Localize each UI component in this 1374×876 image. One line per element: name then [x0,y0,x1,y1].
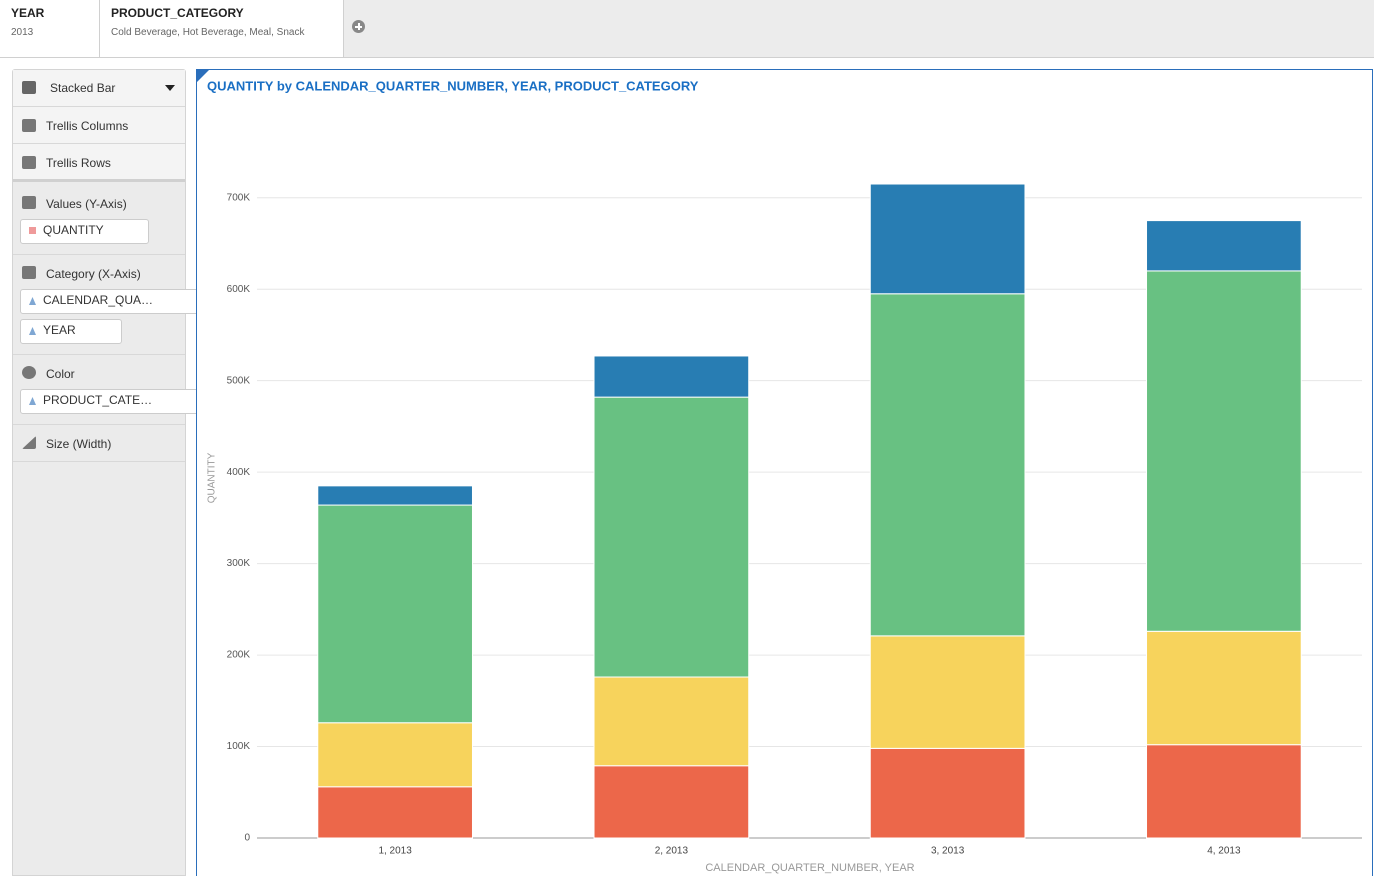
filter-name: YEAR [11,6,45,20]
chart-type: Stacked Bar [50,81,116,95]
chart-type-selector[interactable]: Stacked Bar [13,70,185,107]
add-filter[interactable] [352,20,365,33]
y-tick-label: 200K [227,650,251,661]
corner-marker [197,70,209,82]
bar-segment [593,765,750,839]
y-tick-label: 600K [227,284,251,295]
filter-tab[interactable]: YEAR 2013 [0,0,100,57]
field-chip[interactable]: CALENDAR_QUA… [20,289,203,314]
layout-label: Trellis Rows [46,156,111,170]
layout-option[interactable]: Trellis Rows [13,144,185,182]
bar-segment [317,786,473,839]
bar-segment [1146,270,1302,632]
filter-value: 2013 [11,27,34,38]
section-label: Category (X-Axis) [46,267,141,281]
filter-tab[interactable]: PRODUCT_CATEGORY Cold Beverage, Hot Beve… [100,0,344,57]
icon [22,156,36,169]
bar-segment [1146,744,1302,839]
drop-section: Category (X-Axis) CALENDAR_QUA… YEAR [13,255,203,355]
drop-section: Size (Width) [13,425,185,462]
icon [22,366,36,379]
dropdown-caret [165,85,175,91]
sidebar: Stacked Bar Trellis Columns Trellis Rows… [12,69,203,876]
field-chip[interactable]: YEAR [20,319,122,344]
icon [22,436,36,449]
bar-segment [869,293,1026,637]
y-axis-label: QUANTITY [207,452,218,503]
x-tick-label: 4, 2013 [1207,846,1241,857]
x-axis-label: CALENDAR_QUARTER_NUMBER, YEAR [705,862,914,874]
layout-label: Trellis Columns [46,119,129,133]
bar-segment [317,504,473,724]
bar-segment [317,722,473,788]
layout-option[interactable]: Trellis Columns [13,107,185,144]
filter-bar: YEAR 2013 PRODUCT_CATEGORY Cold Beverage… [0,0,1374,58]
y-tick-label: 400K [227,467,251,478]
bar-segment [593,355,750,398]
y-tick-label: 500K [227,375,251,386]
section-label: Color [46,367,75,381]
icon [22,81,36,94]
filter-value: Cold Beverage, Hot Beverage, Meal, Snack [111,27,305,38]
drop-section: Values (Y-Axis) QUANTITY [13,185,185,255]
section-label: Values (Y-Axis) [46,197,127,211]
drop-section: Color PRODUCT_CATE… [13,355,203,425]
y-tick-label: 700K [227,192,251,203]
bar-segment [869,183,1026,295]
x-tick-label: 2, 2013 [655,846,689,857]
chart: QUANTITY by CALENDAR_QUARTER_NUMBER, YEA… [196,69,1373,876]
y-tick-label: 0 [244,833,250,844]
section-label: Size (Width) [46,437,112,451]
chart-title: QUANTITY by CALENDAR_QUARTER_NUMBER, YEA… [207,78,699,93]
icon [22,119,36,132]
bar-segment [317,485,473,506]
bar-segment [869,635,1026,749]
icon [22,196,36,209]
field-chip[interactable]: PRODUCT_CATE… [20,389,203,414]
bar-segment [1146,220,1302,272]
y-tick-label: 300K [227,558,251,569]
x-tick-label: 1, 2013 [378,846,412,857]
bar-segment [593,676,750,767]
field-chip[interactable]: QUANTITY [20,219,149,244]
bar-segment [869,747,1026,839]
y-tick-label: 100K [227,741,251,752]
icon [22,266,36,279]
bar-segment [1146,630,1302,746]
filter-name: PRODUCT_CATEGORY [111,6,244,20]
bar-segment [593,396,750,678]
x-tick-label: 3, 2013 [931,846,965,857]
